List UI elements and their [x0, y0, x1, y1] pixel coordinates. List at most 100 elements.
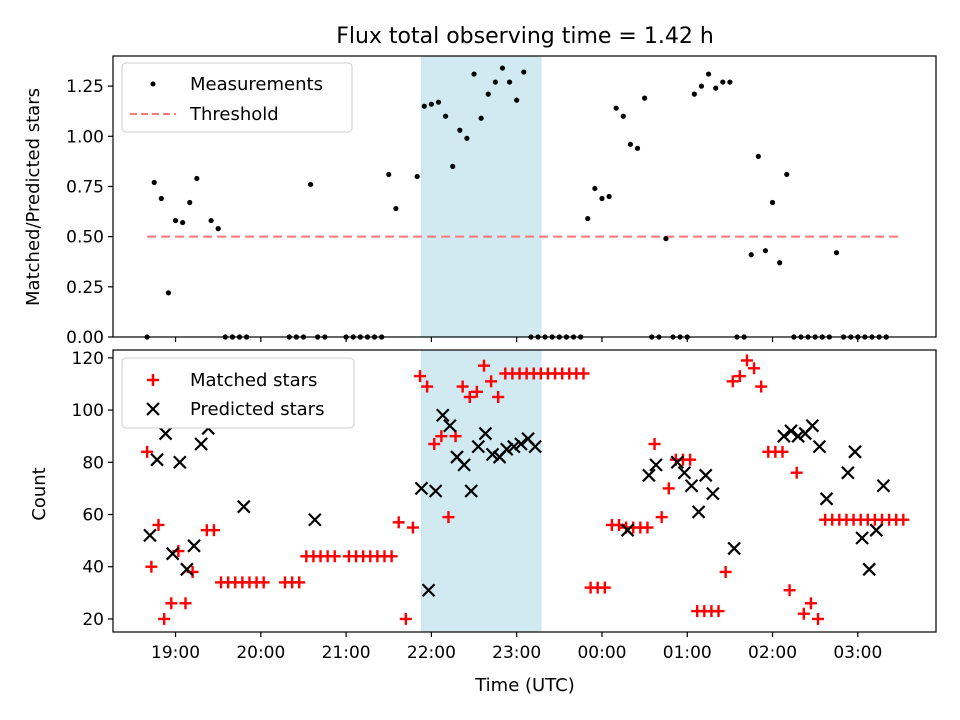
measurement-point — [642, 95, 648, 101]
predicted-star-stroke-b — [642, 468, 656, 483]
predicted-star-stroke-b — [421, 583, 436, 598]
measurement-point — [464, 135, 470, 141]
predicted-star-point — [464, 484, 478, 498]
predicted-star-point — [691, 505, 706, 519]
predicted-star-stroke-b — [855, 531, 869, 545]
predicted-star-point — [620, 523, 635, 537]
bottom-x-tick-label: 00:00 — [577, 643, 626, 663]
predicted-star-stroke-b — [180, 562, 194, 577]
predicted-star-stroke-b — [308, 512, 322, 527]
matched-star-point — [804, 597, 817, 610]
matched-star-point — [165, 597, 178, 610]
bottom-x-tick-label: 22:00 — [407, 643, 456, 663]
measurement-point — [713, 85, 719, 91]
matched-star-point — [783, 584, 796, 597]
measurement-point — [393, 205, 399, 212]
predicted-star-stroke-b — [464, 484, 478, 498]
matched-star-point — [449, 430, 462, 443]
predicted-star-point — [194, 437, 208, 451]
legend-matched-label: Matched stars — [190, 370, 317, 391]
predicted-star-stroke-b — [869, 523, 884, 537]
bottom-y-tick-label: 80 — [82, 453, 104, 473]
matched-star-point — [748, 362, 761, 375]
matched-star-point — [152, 518, 165, 531]
measurement-point — [194, 175, 200, 182]
predicted-star-point — [876, 478, 891, 493]
predicted-star-point — [471, 439, 486, 454]
predicted-star-stroke-b — [684, 478, 699, 493]
predicted-star-stroke-b — [457, 458, 471, 472]
predicted-star-stroke-b — [670, 455, 685, 470]
matched-star-point — [392, 516, 405, 529]
predicted-star-point — [428, 484, 443, 498]
measurement-point — [784, 171, 790, 178]
measurement-point — [613, 105, 619, 111]
top-y-tick-label: 0.00 — [66, 328, 104, 348]
measurement-point — [478, 115, 484, 121]
predicted-star-point — [642, 468, 656, 483]
predicted-star-stroke-b — [848, 445, 862, 459]
measurement-point — [457, 127, 463, 133]
legend-measurements-marker — [150, 81, 156, 87]
matched-star-point — [740, 354, 753, 367]
matched-star-point — [463, 391, 476, 403]
predicted-star-stroke-b — [677, 465, 692, 480]
top-x-ticks — [174, 337, 859, 342]
matched-star-point — [790, 466, 803, 479]
matched-star-point — [897, 513, 910, 526]
predicted-star-stroke-b — [698, 468, 713, 483]
top-y-tick-label: 0.75 — [66, 177, 104, 197]
predicted-star-stroke-b — [450, 450, 464, 464]
predicted-star-point — [514, 437, 528, 451]
predicted-star-points — [143, 408, 891, 598]
top-y-tick-label: 1.00 — [66, 127, 104, 147]
matched-star-point — [158, 612, 171, 625]
predicted-star-point — [187, 539, 201, 553]
measurement-point — [727, 79, 733, 85]
predicted-star-point — [869, 523, 884, 537]
predicted-star-stroke-b — [414, 481, 429, 496]
measurement-point — [180, 219, 186, 226]
predicted-star-point — [421, 583, 436, 598]
top-y-tick-label: 0.25 — [66, 278, 104, 298]
predicted-star-point — [308, 512, 322, 527]
measurement-point — [215, 226, 221, 232]
measurement-point — [705, 71, 712, 77]
measurement-point — [514, 97, 520, 103]
measurement-point — [506, 79, 513, 85]
matched-star-point — [776, 445, 789, 458]
matched-star-point — [293, 576, 306, 589]
predicted-star-point — [706, 486, 720, 501]
measurement-point — [208, 217, 214, 224]
predicted-star-stroke-b — [862, 562, 876, 577]
legend-predicted-label: Predicted stars — [190, 399, 324, 420]
predicted-star-stroke-b — [499, 442, 514, 457]
measurement-point — [492, 79, 498, 85]
measurement-point — [634, 145, 641, 151]
predicted-star-stroke-b — [819, 492, 834, 506]
predicted-star-stroke-b — [150, 452, 164, 467]
predicted-star-stroke-b — [727, 541, 741, 556]
predicted-star-point — [173, 455, 187, 470]
predicted-star-point — [150, 452, 164, 467]
matched-star-point — [655, 511, 668, 524]
measurement-point — [499, 65, 506, 71]
predicted-star-point — [649, 458, 663, 472]
matched-star-point — [812, 612, 825, 625]
legend-matched-marker — [147, 374, 159, 386]
predicted-star-point — [684, 478, 699, 493]
predicted-star-point — [478, 426, 493, 441]
bottom-shaded-span — [420, 349, 542, 633]
matched-star-point — [414, 370, 427, 383]
measurement-point — [435, 99, 442, 105]
top-y-tick-label: 0.50 — [66, 228, 104, 248]
predicted-star-stroke-b — [876, 478, 891, 493]
measurement-point — [471, 71, 477, 77]
predicted-star-point — [180, 562, 194, 577]
top-axes-frame — [112, 55, 937, 338]
top-shaded-span — [420, 55, 542, 338]
measurement-point — [421, 103, 427, 109]
matched-star-point — [641, 521, 654, 534]
measurement-point — [627, 141, 633, 147]
matched-star-point — [328, 550, 341, 563]
